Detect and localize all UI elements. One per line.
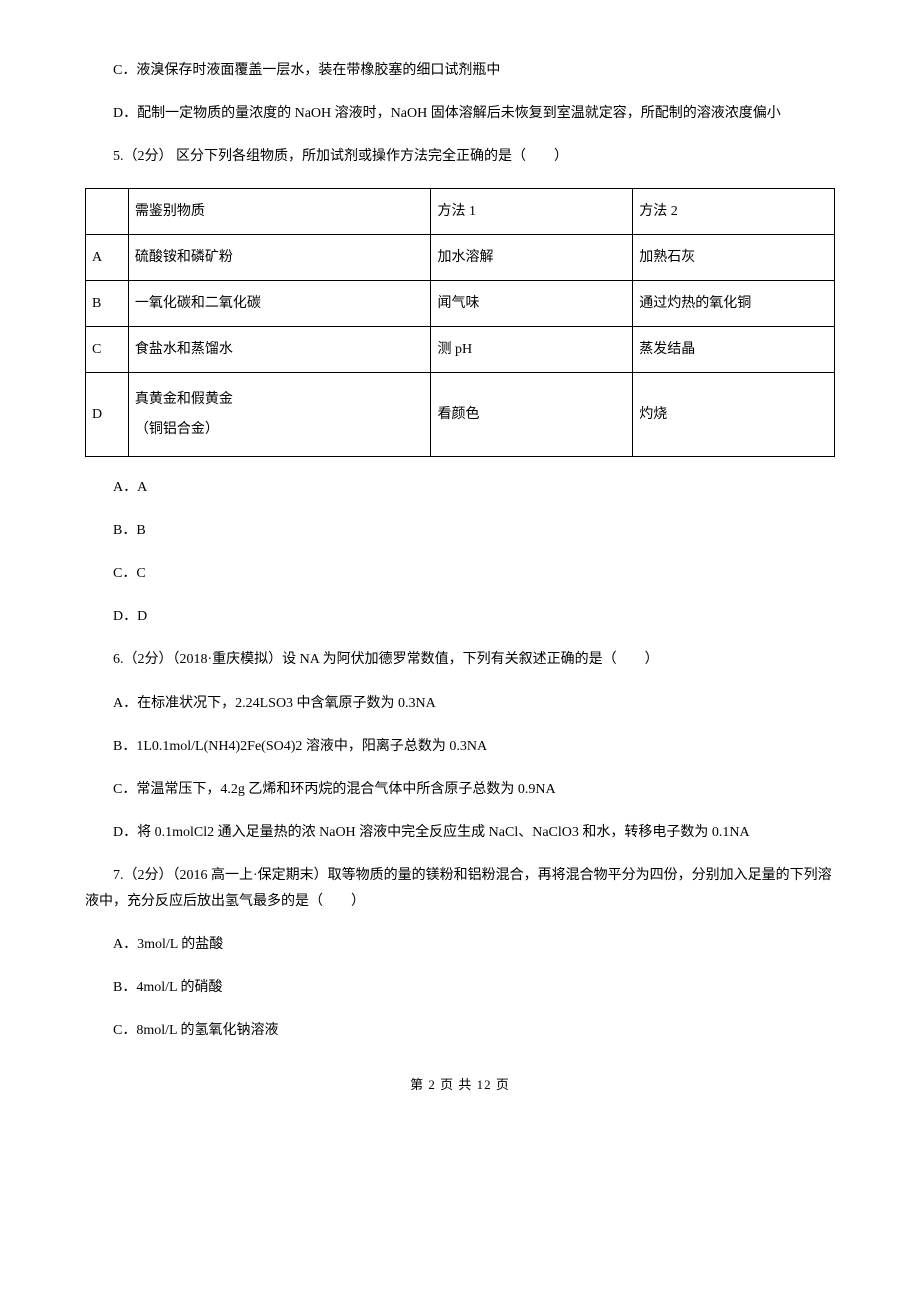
q5-c-0: C bbox=[86, 327, 129, 373]
q6-stem: 6.（2分）（2018·重庆模拟）设 NA 为阿伏加德罗常数值，下列有关叙述正确… bbox=[85, 647, 835, 672]
q5-d-1-line2: （铜铝合金） bbox=[135, 417, 425, 442]
q7-option-b: B．4mol/L 的硝酸 bbox=[85, 975, 835, 1000]
q5-table-header-row: 需鉴别物质 方法 1 方法 2 bbox=[86, 188, 835, 234]
q7-stem: 7.（2分）（2016 高一上·保定期末）取等物质的量的镁粉和铝粉混合，再将混合… bbox=[85, 863, 835, 913]
q5-stem: 5.（2分） 区分下列各组物质，所加试剂或操作方法完全正确的是（ ） bbox=[85, 144, 835, 169]
q5-a-3: 加熟石灰 bbox=[633, 234, 835, 280]
q6-option-b: B．1L0.1mol/L(NH4)2Fe(SO4)2 溶液中，阳离子总数为 0.… bbox=[85, 734, 835, 759]
q5-a-2: 加水溶解 bbox=[431, 234, 633, 280]
q6-option-a: A．在标准状况下，2.24LSO3 中含氧原子数为 0.3NA bbox=[85, 691, 835, 716]
q5-th-0 bbox=[86, 188, 129, 234]
q5-a-0: A bbox=[86, 234, 129, 280]
q5-row-d: D 真黄金和假黄金 （铜铝合金） 看颜色 灼烧 bbox=[86, 373, 835, 456]
q5-option-d: D．D bbox=[85, 604, 835, 629]
q4-option-c: C．液溴保存时液面覆盖一层水，装在带橡胶塞的细口试剂瓶中 bbox=[85, 58, 835, 83]
q5-row-b: B 一氧化碳和二氧化碳 闻气味 通过灼热的氧化铜 bbox=[86, 280, 835, 326]
q5-b-3: 通过灼热的氧化铜 bbox=[633, 280, 835, 326]
q6-option-d: D．将 0.1molCl2 通入足量热的浓 NaOH 溶液中完全反应生成 NaC… bbox=[85, 820, 835, 845]
q5-option-a: A．A bbox=[85, 475, 835, 500]
question-6: 6.（2分）（2018·重庆模拟）设 NA 为阿伏加德罗常数值，下列有关叙述正确… bbox=[85, 647, 835, 845]
q6-option-c: C．常温常压下，4.2g 乙烯和环丙烷的混合气体中所含原子总数为 0.9NA bbox=[85, 777, 835, 802]
question-5: 5.（2分） 区分下列各组物质，所加试剂或操作方法完全正确的是（ ） 需鉴别物质… bbox=[85, 144, 835, 629]
q5-c-1: 食盐水和蒸馏水 bbox=[128, 327, 431, 373]
q5-b-1: 一氧化碳和二氧化碳 bbox=[128, 280, 431, 326]
q5-b-0: B bbox=[86, 280, 129, 326]
q5-table: 需鉴别物质 方法 1 方法 2 A 硫酸铵和磷矿粉 加水溶解 加熟石灰 B 一氧… bbox=[85, 188, 835, 457]
q5-b-2: 闻气味 bbox=[431, 280, 633, 326]
q5-th-1: 需鉴别物质 bbox=[128, 188, 431, 234]
q5-d-0: D bbox=[86, 373, 129, 456]
q5-th-3: 方法 2 bbox=[633, 188, 835, 234]
q5-d-1-line1: 真黄金和假黄金 bbox=[135, 387, 425, 412]
question-7: 7.（2分）（2016 高一上·保定期末）取等物质的量的镁粉和铝粉混合，再将混合… bbox=[85, 863, 835, 1043]
page-footer: 第 2 页 共 12 页 bbox=[85, 1073, 835, 1096]
q5-th-2: 方法 1 bbox=[431, 188, 633, 234]
q5-c-3: 蒸发结晶 bbox=[633, 327, 835, 373]
q5-d-1: 真黄金和假黄金 （铜铝合金） bbox=[128, 373, 431, 456]
q5-row-c: C 食盐水和蒸馏水 测 pH 蒸发结晶 bbox=[86, 327, 835, 373]
q7-option-c: C．8mol/L 的氢氧化钠溶液 bbox=[85, 1018, 835, 1043]
q5-d-2: 看颜色 bbox=[431, 373, 633, 456]
q5-c-2: 测 pH bbox=[431, 327, 633, 373]
q5-d-3: 灼烧 bbox=[633, 373, 835, 456]
q5-row-a: A 硫酸铵和磷矿粉 加水溶解 加熟石灰 bbox=[86, 234, 835, 280]
q4-option-d: D．配制一定物质的量浓度的 NaOH 溶液时，NaOH 固体溶解后未恢复到室温就… bbox=[85, 101, 835, 126]
q5-option-b: B．B bbox=[85, 518, 835, 543]
q7-option-a: A．3mol/L 的盐酸 bbox=[85, 932, 835, 957]
q5-a-1: 硫酸铵和磷矿粉 bbox=[128, 234, 431, 280]
q5-option-c: C．C bbox=[85, 561, 835, 586]
